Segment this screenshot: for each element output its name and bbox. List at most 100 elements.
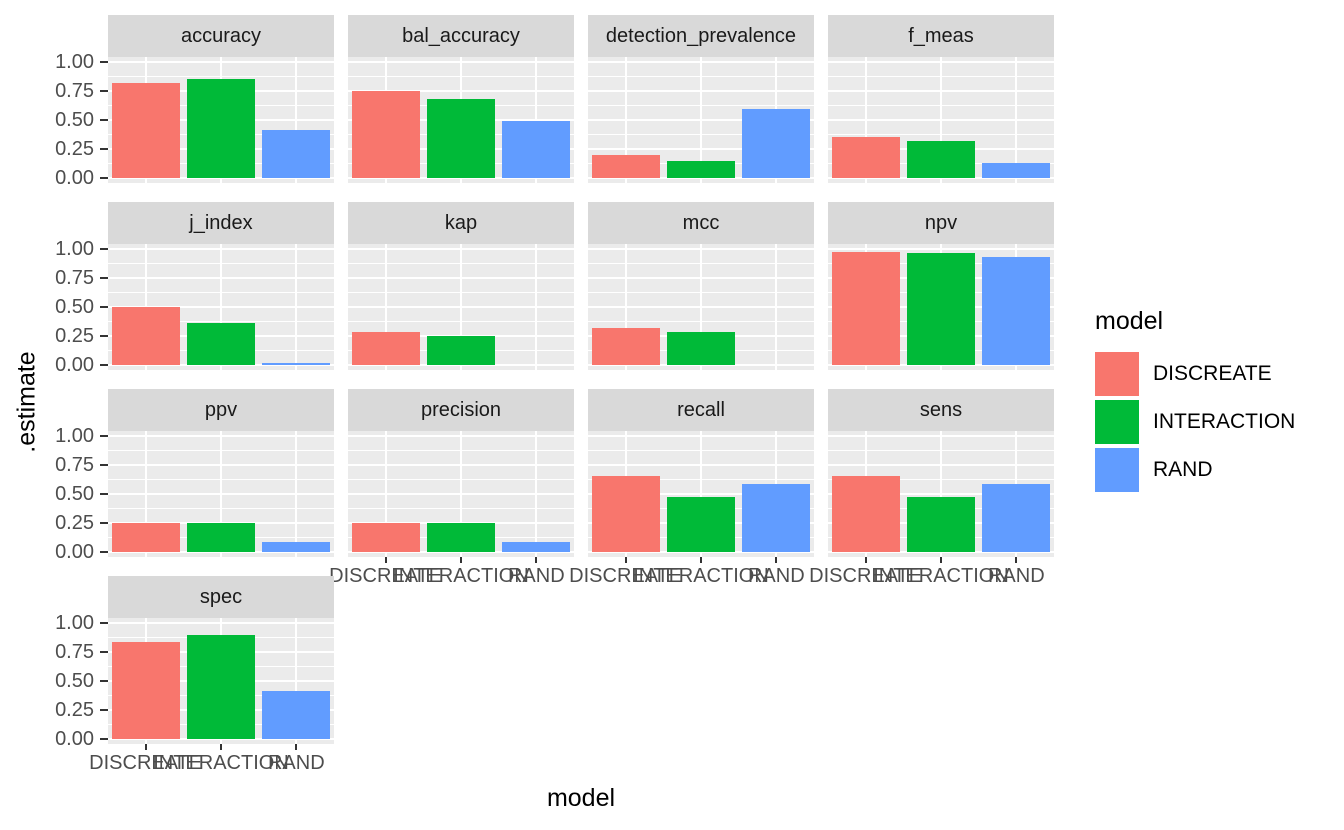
gridline-major [588, 306, 814, 308]
gridline-major [108, 464, 334, 467]
gridline-minor [108, 479, 334, 481]
facet-spec: spec 1.00 0.75 0.50 0.25 0.00 DISCREATE INTERAC… [55, 576, 334, 774]
x-tick-label: RAND [987, 565, 1045, 587]
facet-bal_accuracy: bal_accuracy [348, 15, 574, 183]
facet-strip-label: ppv [204, 398, 238, 421]
legend-label-discreate: DISCREATE [1153, 362, 1272, 385]
bar-discreate [831, 251, 900, 365]
y-tick-mark [100, 248, 108, 251]
gridline-major [108, 435, 334, 438]
facet-strip-label: npv [924, 211, 958, 234]
facet-panel [588, 57, 814, 183]
x-tick-mark [1015, 557, 1018, 563]
y-tick-label: 1.00 [55, 425, 94, 448]
y-tick-mark [100, 493, 108, 495]
x-tick-mark [460, 557, 462, 563]
facet-panel [348, 244, 574, 370]
gridline-major [828, 493, 1054, 495]
facet-panel [828, 57, 1054, 183]
gridline-major [828, 363, 1054, 366]
legend-item-rand: RAND [1095, 448, 1295, 492]
y-tick-label: 1.00 [55, 612, 94, 635]
y-tick-label: 0.00 [55, 540, 94, 563]
gridline-minor [348, 76, 574, 78]
bar-rand [982, 483, 1051, 552]
y-tick-label: 0.50 [55, 296, 94, 318]
y-tick-mark [100, 680, 108, 682]
gridline-minor [588, 76, 814, 78]
facet-strip-label: f_meas [908, 24, 974, 47]
facet-strip-label: sens [919, 398, 963, 421]
x-tick-mark [384, 557, 387, 563]
bar-rand [262, 130, 331, 178]
facet-strip-label: mcc [682, 211, 720, 234]
x-tick-mark [144, 744, 147, 750]
bar-rand [742, 108, 811, 178]
bar-discreate [111, 522, 180, 552]
facet-strip-label: detection_prevalence [605, 24, 797, 47]
gridline-minor [588, 105, 814, 107]
gridline-minor [348, 479, 574, 481]
gridline-minor [108, 450, 334, 452]
gridline-minor [828, 133, 1054, 135]
facet-panel [828, 244, 1054, 370]
gridline-minor [348, 320, 574, 322]
gridline-major [828, 61, 1054, 64]
y-tick-label: 0.00 [55, 727, 94, 750]
facet-panel: DISCREATE INTERACTION RAND [809, 431, 1054, 587]
facet-detection_prevalence: detection_prevalence [588, 15, 814, 183]
bar-interaction [907, 140, 975, 178]
gridline-minor [828, 479, 1054, 481]
y-tick-label: 0.50 [55, 670, 94, 692]
facet-j_index: j_index 1.00 0.75 0.50 0.25 0.00 [55, 202, 334, 376]
y-tick-label: 0.00 [55, 166, 94, 189]
x-tick-label: INTERACTION [393, 565, 529, 587]
bar-discreate [591, 327, 660, 365]
gridline-major [108, 550, 334, 553]
gridline-minor [588, 133, 814, 135]
bar-rand [502, 542, 571, 552]
facet-strip: f_meas [828, 15, 1054, 57]
y-tick-mark [100, 464, 108, 467]
gridline-major [348, 363, 574, 366]
bar-discreate [351, 91, 420, 178]
bar-interaction [907, 497, 975, 552]
bar-interaction [187, 78, 255, 178]
gridline-minor [828, 450, 1054, 452]
x-tick-mark [775, 557, 778, 563]
legend: model DISCREATE INTERACTION RAND [1095, 306, 1295, 496]
x-tick-mark [864, 557, 867, 563]
gridline-major [588, 363, 814, 366]
facet-strip-label: bal_accuracy [402, 24, 520, 47]
y-tick-mark [100, 277, 108, 280]
y-tick-label: 0.75 [55, 454, 94, 477]
facet-npv: npv [828, 202, 1054, 370]
y-tick-label: 0.50 [55, 483, 94, 505]
gridline-major [588, 248, 814, 251]
facet-accuracy: accuracy 1.00 0.75 0.50 0.25 0.00 [55, 15, 334, 189]
gridline-minor [588, 320, 814, 322]
x-tick-mark [700, 557, 702, 563]
legend-item-interaction: INTERACTION [1095, 400, 1295, 444]
y-tick-label: 0.25 [55, 324, 94, 347]
facet-panel: 1.00 0.75 0.50 0.25 0.00 [55, 425, 334, 563]
gridline-minor [108, 292, 334, 294]
y-tick-mark [100, 550, 108, 553]
bar-discreate [351, 522, 420, 552]
gridline-minor [588, 479, 814, 481]
y-tick-mark [100, 90, 108, 93]
x-tick-label: INTERACTION [873, 565, 1009, 587]
facet-strip: precision [348, 389, 574, 431]
y-tick-mark [100, 306, 108, 308]
bar-discreate [351, 332, 420, 365]
facet-precision: precision DISCREATE INTERACTION RAND [329, 389, 574, 587]
facet-strip-label: spec [199, 585, 243, 608]
bar-rand [262, 691, 331, 739]
bar-rand [502, 121, 571, 178]
bar-discreate [591, 475, 660, 552]
gridline-major [588, 493, 814, 495]
gridline-major [108, 493, 334, 495]
bar-interaction [907, 252, 975, 365]
y-tick-mark [100, 737, 108, 740]
bar-rand [982, 257, 1051, 365]
